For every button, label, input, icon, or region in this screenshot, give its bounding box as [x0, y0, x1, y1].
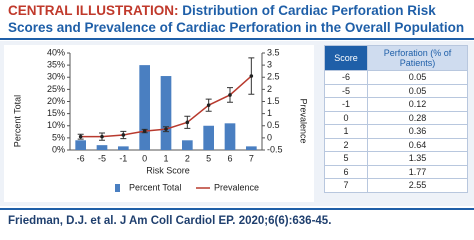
table-cell: 0.64 — [367, 137, 468, 152]
legend-label: Percent Total — [129, 182, 181, 192]
table-cell: 1 — [324, 124, 368, 139]
table-cell: 1.35 — [367, 151, 468, 166]
table-row: -6 0.05 — [324, 70, 468, 85]
table-row: -1 0.12 — [324, 97, 468, 112]
legend-swatch — [115, 184, 120, 192]
marker — [142, 129, 147, 133]
header: CENTRAL ILLUSTRATION: Distribution of Ca… — [8, 2, 468, 36]
bar — [224, 123, 236, 150]
table-header: Perforation (% of Patients) — [367, 45, 468, 71]
table-row: 1 0.36 — [324, 124, 468, 139]
x-tick-label: 7 — [249, 153, 254, 163]
y2-tick-label: 1.5 — [267, 96, 280, 106]
y2-tick-label: 0.5 — [267, 120, 280, 130]
x-tick-label: 0 — [142, 153, 147, 163]
rule — [0, 208, 474, 210]
bar — [160, 76, 172, 150]
y2-tick-label: 2 — [267, 84, 272, 94]
header-title: Distribution of Cardiac Perforation Risk… — [8, 3, 465, 35]
table-cell: -5 — [324, 83, 368, 98]
bar — [246, 146, 257, 150]
y-tick-label: 35% — [47, 60, 65, 70]
table-cell: 0.28 — [367, 110, 468, 125]
table-cell: 2.55 — [367, 178, 468, 193]
y-tick-label: 0% — [52, 144, 65, 154]
marker — [121, 133, 126, 137]
table-row: 7 2.55 — [324, 178, 468, 193]
y2-tick-label: 0 — [267, 132, 272, 142]
x-tick-label: 2 — [185, 153, 190, 163]
y-tick-label: 5% — [52, 132, 65, 142]
table-cell: 0 — [324, 110, 368, 125]
table-cell: 0.36 — [367, 124, 468, 139]
table-row: 5 1.35 — [324, 151, 468, 166]
table-cell: -6 — [324, 70, 368, 85]
y-tick-label: 30% — [47, 72, 65, 82]
x-axis-label: Risk Score — [146, 165, 190, 175]
bar — [118, 146, 129, 150]
table: Score Perforation (% of Patients) -6 0.05… — [324, 45, 468, 193]
marker — [100, 134, 104, 139]
header-lead: CENTRAL ILLUSTRATION: — [8, 3, 179, 18]
y2-tick-label: -0.5 — [267, 144, 283, 154]
x-tick-label: -6 — [77, 153, 85, 163]
table-cell: 0.05 — [367, 70, 468, 85]
legend-label: Prevalence — [214, 182, 259, 192]
table-row: 0 0.28 — [324, 110, 468, 125]
table-cell: 7 — [324, 178, 368, 193]
bar — [182, 140, 193, 150]
citation: Friedman, D.J. et al. J Am Coll Cardiol … — [8, 215, 332, 227]
x-tick-label: -1 — [119, 153, 127, 163]
bar — [75, 140, 86, 150]
y-tick-label: 10% — [47, 120, 65, 130]
bar — [203, 125, 214, 150]
table-cell: 0.12 — [367, 97, 468, 112]
table-cell: 0.05 — [367, 83, 468, 98]
y-tick-label: 25% — [47, 84, 65, 94]
marker — [206, 103, 211, 107]
table-row: 2 0.64 — [324, 137, 468, 152]
marker — [185, 120, 190, 125]
y-tick-label: 40% — [47, 47, 65, 57]
table-cell: 5 — [324, 151, 368, 166]
x-tick-label: -5 — [98, 153, 106, 163]
x-tick-label: 5 — [206, 153, 211, 163]
table-cell: -1 — [324, 97, 368, 112]
table-body: -6 0.05 -5 0.05 -1 0.12 0 0.28 1 0.36 2 0.64 5 1.35 6 1… — [324, 70, 468, 193]
table-cell: 1.77 — [367, 164, 468, 179]
y2-tick-label: 3.5 — [267, 47, 280, 57]
y-tick-label: 20% — [47, 96, 65, 106]
y2-tick-label: 2.5 — [267, 72, 280, 82]
y2-tick-label: 3 — [267, 60, 272, 70]
y-tick-label: 15% — [47, 108, 65, 118]
marker — [78, 134, 83, 139]
y-axis-label: Percent Total — [12, 95, 22, 147]
y2-axis-label: Prevalence — [299, 98, 309, 143]
x-tick-label: 6 — [227, 153, 232, 163]
marker — [228, 93, 232, 97]
table-cell: 2 — [324, 137, 368, 152]
bar — [139, 65, 150, 150]
y2-tick-label: 1 — [267, 108, 272, 118]
table-row: -5 0.05 — [324, 83, 468, 98]
bar — [96, 145, 108, 150]
table-cell: 6 — [324, 164, 368, 179]
marker — [164, 127, 168, 131]
table-header: Score — [324, 45, 368, 71]
table-row: 6 1.77 — [324, 164, 468, 179]
x-tick-label: 1 — [163, 153, 168, 163]
rule — [0, 38, 474, 40]
marker — [249, 74, 254, 78]
chart: Percent Total Prevalence Risk Score 0% 5%… — [4, 45, 314, 202]
